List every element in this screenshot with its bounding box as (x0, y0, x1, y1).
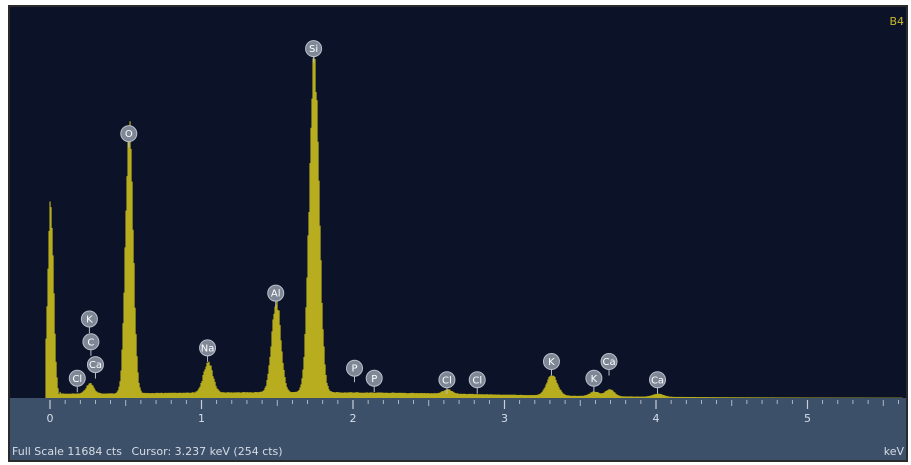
element-marker[interactable]: P (347, 360, 363, 382)
element-marker[interactable]: Na (200, 340, 216, 362)
element-symbol: Na (201, 343, 215, 354)
x-tick-label: 5 (804, 412, 811, 425)
element-marker[interactable]: Ca (601, 354, 617, 376)
spectrum-window: 012345 Si O Al K C Ca Cl Na P P Cl Cl K Ca K Ca B4 Full… (8, 5, 908, 462)
element-symbol: Si (309, 44, 318, 55)
element-symbol: Cl (472, 375, 482, 386)
element-marker[interactable]: Cl (469, 372, 485, 394)
x-tick-label: 3 (501, 412, 508, 425)
element-symbol: K (86, 315, 93, 326)
element-symbol: Ca (602, 357, 615, 368)
element-symbol: Ca (89, 360, 102, 371)
cursor-readout: Cursor: 3.237 keV (254 cts) (131, 445, 282, 458)
element-marker[interactable]: Cl (439, 372, 455, 394)
element-marker[interactable]: Ca (87, 357, 103, 379)
element-symbol: P (351, 364, 357, 375)
full-scale-text: Full Scale 11684 cts (12, 445, 122, 458)
element-marker[interactable]: Si (306, 41, 322, 63)
element-marker[interactable]: O (121, 126, 137, 148)
element-symbol: C (87, 337, 94, 348)
element-marker[interactable]: P (366, 370, 382, 392)
element-marker[interactable]: C (83, 334, 99, 356)
x-tick-label: 0 (47, 412, 54, 425)
element-symbol: O (125, 129, 133, 140)
element-symbol: Cl (72, 374, 82, 385)
element-symbol: Al (271, 289, 281, 300)
element-symbol: K (591, 374, 598, 385)
x-tick-label: 1 (198, 412, 205, 425)
element-marker[interactable]: K (543, 354, 559, 376)
element-marker[interactable]: Ca (650, 372, 666, 394)
element-symbol: Ca (651, 375, 664, 386)
element-marker[interactable]: Cl (69, 370, 85, 392)
spectrum-plot (45, 47, 902, 398)
status-bar: Full Scale 11684 cts Cursor: 3.237 keV (… (12, 445, 289, 458)
element-symbol: P (371, 374, 377, 385)
corner-label: B4 (889, 15, 904, 28)
x-tick-label: 4 (653, 412, 660, 425)
element-marker[interactable]: K (586, 370, 602, 392)
element-labels: SiOAlKCCaClNaPP Cl ClK CaK Ca (69, 41, 665, 394)
element-symbol: K (548, 357, 555, 368)
element-marker[interactable]: K (81, 311, 97, 333)
element-marker[interactable]: Al (268, 285, 284, 307)
x-tick-label: 2 (350, 412, 357, 425)
x-axis-unit-label: keV (884, 445, 904, 458)
element-symbol: Cl (442, 375, 452, 386)
spectrum-chart[interactable]: 012345 SiOAlKCCaClNaPP Cl ClK CaK Ca (10, 7, 906, 460)
